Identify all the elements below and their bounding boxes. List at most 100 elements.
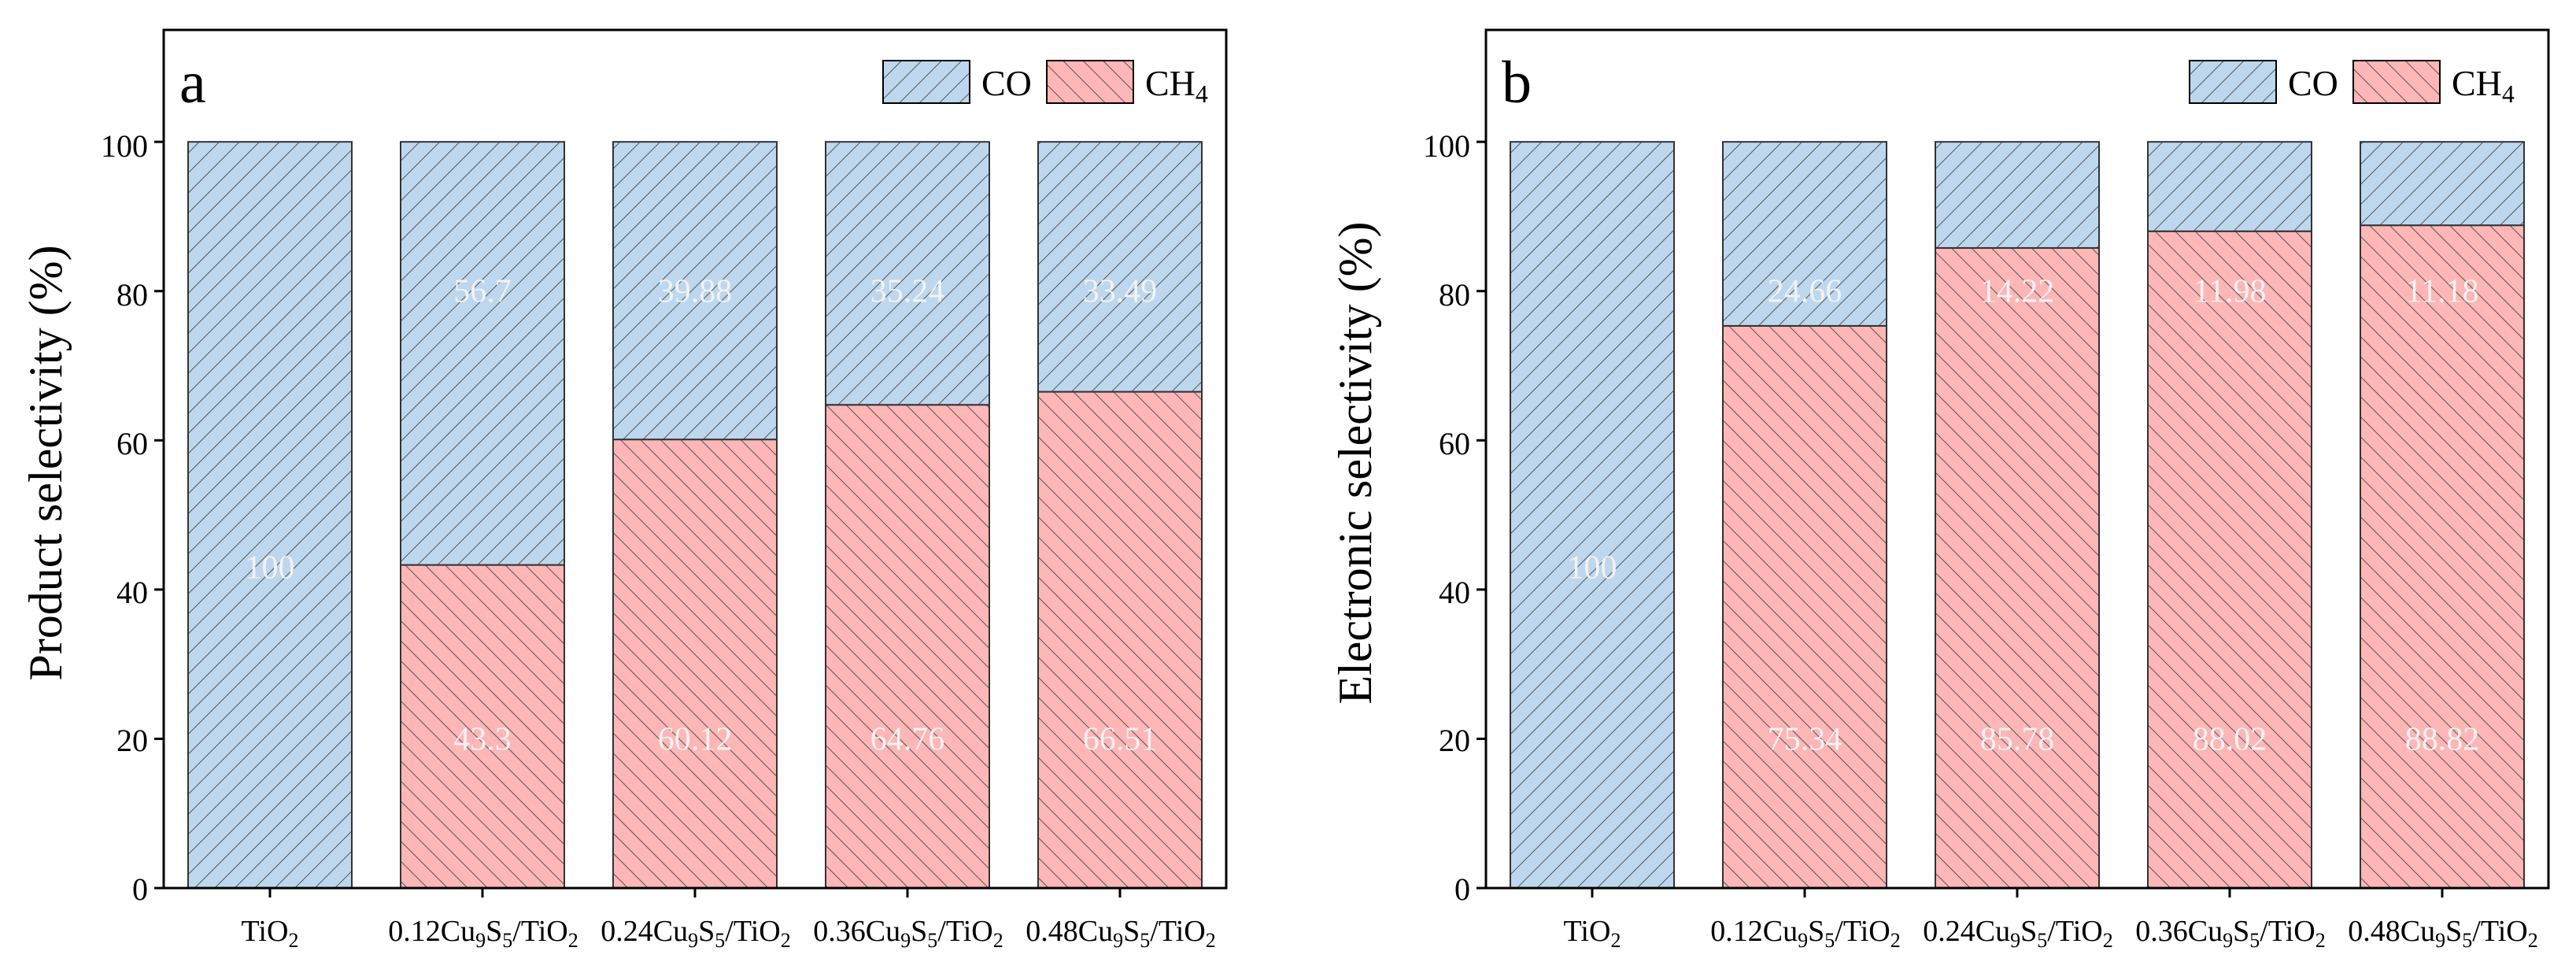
panel-a-bars: 100 43.3 56.7 60.12 39.88 64.76 35.24 66.51 33.4…: [187, 141, 1203, 890]
data-label-co: 33.49: [1083, 274, 1158, 310]
data-label-co: 56.7: [453, 274, 512, 310]
y-tick-label: 100: [101, 128, 148, 164]
data-label-ch4: 66.51: [1083, 721, 1158, 757]
x-tick-label: 0.12Cu9S5/TiO2: [388, 915, 578, 952]
cat-sub: 2: [2315, 929, 2326, 952]
cat-pre: TiO: [242, 915, 289, 948]
cat-sub: 9: [1798, 929, 1808, 952]
legend-ch4-text: CH: [2452, 63, 2502, 103]
data-label-co: 100: [246, 550, 295, 586]
panel-b-label: b: [1502, 50, 1532, 116]
cat-mid: S: [2233, 915, 2249, 948]
bar-ch4: [1037, 390, 1203, 889]
legend-ch4-sub: 4: [2502, 80, 2515, 108]
cat-mid: S: [1123, 915, 1140, 948]
panel-b-ylabel: Electronic selectivity (%): [1329, 221, 1381, 704]
cat-mid: /TiO: [725, 915, 780, 948]
panel-b-ticks: [1476, 140, 2444, 898]
cat-pre: TiO: [1564, 915, 1611, 948]
panel-a-frame: [162, 28, 1228, 890]
bar-ch4: [400, 564, 565, 889]
y-tick-label: 20: [1439, 723, 1470, 758]
y-tick-label: 20: [116, 723, 148, 758]
x-tick-label: 0.48Cu9S5/TiO2: [1026, 915, 1215, 952]
cat-sub: 9: [2223, 929, 2233, 952]
data-label-co: 11.98: [2193, 274, 2267, 310]
legend-label-ch4: CH4: [2452, 63, 2515, 108]
cat-mid: /TiO: [937, 915, 992, 948]
data-label-ch4: 88.02: [2193, 721, 2267, 757]
data-label-co: 100: [1568, 550, 1617, 586]
data-label-co: 24.66: [1768, 274, 1842, 310]
cat-pre: 0.24Cu: [601, 915, 688, 948]
data-label-co: 14.22: [1980, 274, 2055, 310]
cat-pre: 0.24Cu: [1923, 915, 2010, 948]
data-label-ch4: 43.3: [453, 721, 512, 757]
panel-b: Electronic selectivity (%) 0 20 40 60 80…: [1329, 28, 2550, 952]
data-label-ch4: 75.34: [1768, 721, 1842, 757]
cat-sub: 5: [1140, 929, 1150, 952]
panel-a-xlabels: TiO2 0.12Cu9S5/TiO2 0.24Cu9S5/TiO2 0.36C…: [242, 915, 1216, 952]
cat-sub: 2: [993, 929, 1003, 952]
x-tick-label: 0.24Cu9S5/TiO2: [1923, 915, 2112, 952]
bar-co: [187, 141, 353, 890]
cat-mid: /TiO: [2260, 915, 2315, 948]
bar-ch4: [2360, 224, 2525, 889]
cat-sub: 9: [2010, 929, 2020, 952]
bar-co: [400, 141, 565, 566]
panel-b-bars: 100 75.34 24.66 85.78 14.22 88.02 11.98 88.82 11…: [1510, 141, 2525, 890]
legend-label-ch4: CH4: [1145, 63, 1208, 108]
cat-sub: 5: [2249, 929, 2260, 952]
legend-swatch-co: [882, 60, 970, 104]
bar-co: [2360, 141, 2525, 227]
cat-sub: 2: [2103, 929, 2113, 952]
bar-co: [1037, 141, 1203, 393]
y-tick-label: 80: [1439, 277, 1470, 313]
panel-a-yaxis: 0 20 40 60 80 100: [101, 128, 148, 907]
y-tick-label: 100: [1423, 128, 1470, 164]
x-tick-label: 0.36Cu9S5/TiO2: [813, 915, 1003, 952]
data-label-ch4: 88.82: [2405, 721, 2480, 757]
cat-sub: 5: [2037, 929, 2047, 952]
legend-swatch-ch4: [1046, 60, 1134, 104]
cat-sub: 9: [900, 929, 911, 952]
cat-sub: 2: [781, 929, 791, 952]
cat-mid: S: [2445, 915, 2462, 948]
bar-co: [612, 141, 778, 441]
bar-ch4: [2147, 230, 2312, 890]
cat-sub: 5: [715, 929, 725, 952]
y-tick-label: 60: [1439, 426, 1470, 461]
cat-pre: 0.12Cu: [388, 915, 475, 948]
legend-ch4-text: CH: [1145, 63, 1196, 103]
legend-ch4-sub: 4: [1196, 80, 1208, 108]
bar-ch4: [1935, 246, 2100, 889]
panel-a-legend: CO CH4: [882, 60, 1208, 108]
cat-sub: 2: [1890, 929, 1901, 952]
data-label-co: 11.18: [2406, 274, 2479, 310]
panel-a-ylabel: Product selectivity (%): [20, 245, 72, 680]
cat-pre: 0.36Cu: [813, 915, 900, 948]
cat-sub: 5: [502, 929, 512, 952]
legend-swatch-ch4: [2352, 60, 2441, 104]
cat-sub: 5: [1824, 929, 1835, 952]
cat-mid: /TiO: [2047, 915, 2102, 948]
x-tick-label: 0.36Cu9S5/TiO2: [2135, 915, 2325, 952]
bar-ch4: [825, 404, 990, 889]
bar-co: [2147, 141, 2312, 232]
data-label-ch4: 85.78: [1980, 721, 2055, 757]
cat-mid: S: [698, 915, 715, 948]
cat-sub: 9: [475, 929, 486, 952]
y-tick-label: 40: [116, 575, 148, 610]
cat-mid: /TiO: [1150, 915, 1205, 948]
y-tick-label: 60: [116, 426, 148, 461]
data-label-co: 35.24: [870, 274, 945, 310]
cat-mid: /TiO: [512, 915, 567, 948]
bar-ch4: [612, 439, 778, 889]
x-tick-label: TiO2: [242, 915, 299, 952]
legend-label-co: CO: [981, 63, 1032, 103]
cat-pre: 0.48Cu: [2348, 915, 2435, 948]
cat-mid: /TiO: [1835, 915, 1890, 948]
cat-sub: 2: [568, 929, 578, 952]
bar-co: [1510, 141, 1675, 890]
y-tick-label: 0: [132, 872, 148, 907]
